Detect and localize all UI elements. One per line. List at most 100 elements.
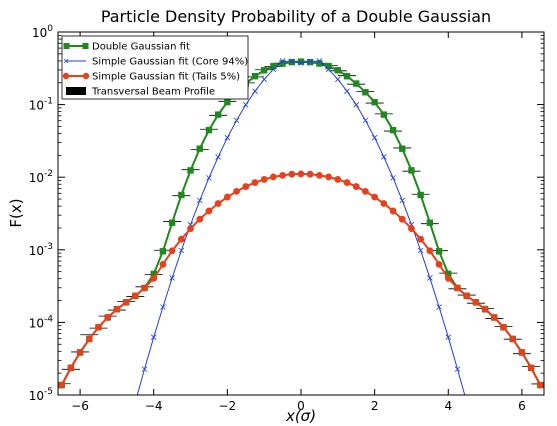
- data-point: [343, 73, 351, 80]
- data-point: [399, 197, 406, 204]
- data-point: [371, 193, 379, 201]
- data-point: [444, 274, 452, 282]
- data-point: [427, 275, 433, 281]
- y-tick-label: 10-1: [29, 97, 53, 113]
- data-point: [168, 247, 176, 255]
- data-point: [242, 102, 249, 108]
- data-point: [371, 98, 378, 106]
- x-tick-label: −4: [145, 399, 163, 413]
- data-point: [362, 117, 369, 124]
- x-axis-label: x(σ): [285, 407, 316, 425]
- legend-entry: Double Gaussian fit: [63, 42, 190, 53]
- data-point: [380, 200, 388, 207]
- data-point: [352, 183, 360, 190]
- legend-marker: [63, 58, 69, 64]
- data-point: [159, 248, 167, 255]
- x-tick-label: 4: [444, 399, 452, 413]
- data-point: [362, 187, 369, 195]
- data-point: [187, 225, 194, 232]
- data-point: [353, 80, 360, 87]
- data-point: [270, 62, 277, 70]
- chart-legend: Double Gaussian fit Simple Gaussian fit (…: [61, 35, 249, 100]
- legend-label: Transversal Beam Profile: [91, 87, 215, 98]
- data-point: [251, 73, 259, 80]
- x-axis-ticks: −6 −4 −2 0 2 4 6: [71, 32, 526, 413]
- data-point: [141, 284, 148, 292]
- data-point: [398, 215, 406, 223]
- data-point: [215, 154, 221, 160]
- x-tick-label: 6: [518, 399, 526, 413]
- data-point: [297, 170, 305, 178]
- data-point: [141, 366, 148, 372]
- data-point: [454, 366, 461, 372]
- data-point: [205, 126, 213, 134]
- data-point: [325, 66, 332, 73]
- legend-label: Simple Gaussian fit (Tails 5%): [92, 72, 240, 83]
- data-point: [316, 171, 323, 179]
- data-point: [399, 145, 406, 152]
- data-point: [76, 349, 84, 356]
- data-point: [150, 270, 157, 278]
- data-point: [150, 274, 158, 282]
- data-point: [233, 117, 240, 124]
- data-point: [150, 334, 157, 340]
- data-point: [279, 171, 286, 179]
- y-axis-ticks: 100 10-1 10-2 10-3 10-4 10-5: [29, 24, 544, 403]
- data-point: [325, 62, 332, 70]
- data-point: [389, 126, 397, 134]
- data-point: [298, 60, 304, 66]
- data-point: [353, 102, 360, 108]
- data-point: [334, 176, 342, 183]
- data-point: [160, 304, 166, 310]
- data-point: [316, 58, 323, 64]
- data-point: [196, 145, 203, 152]
- legend-entry: Simple Gaussian fit (Tails 5%): [62, 72, 240, 83]
- data-point: [251, 179, 259, 186]
- legend-marker: [82, 72, 90, 80]
- x-tick-label: −2: [219, 399, 237, 413]
- data-point: [196, 197, 203, 204]
- y-tick-label: 100: [32, 24, 53, 40]
- data-point: [381, 154, 387, 160]
- data-point: [279, 58, 286, 64]
- data-point: [490, 314, 498, 321]
- data-point: [500, 323, 507, 331]
- data-point: [279, 60, 286, 67]
- data-point: [297, 58, 305, 65]
- y-axis-label: F(x): [7, 198, 25, 227]
- data-point: [85, 335, 93, 343]
- data-point: [113, 305, 121, 313]
- data-point: [187, 167, 194, 174]
- data-point: [169, 275, 175, 281]
- data-point: [417, 247, 424, 254]
- legend-marker: [63, 43, 70, 49]
- data-point: [159, 260, 167, 268]
- data-point: [343, 179, 351, 186]
- legend-entry: Transversal Beam Profile: [66, 87, 215, 98]
- data-point: [214, 111, 222, 118]
- plot-series: [58, 58, 544, 404]
- data-point: [325, 173, 333, 181]
- data-point: [316, 60, 323, 67]
- y-tick-label: 10-3: [29, 242, 53, 258]
- data-point: [389, 207, 397, 215]
- data-point: [408, 167, 415, 174]
- data-point: [464, 399, 469, 404]
- data-point: [260, 67, 268, 74]
- data-point: [472, 298, 480, 306]
- plot-border: [57, 31, 545, 396]
- x-tick-label: −6: [71, 399, 89, 413]
- data-point: [261, 76, 267, 83]
- series-circle: [58, 170, 544, 389]
- data-point: [67, 364, 75, 372]
- series-x: [136, 58, 469, 404]
- y-tick-label: 10-2: [29, 169, 53, 185]
- data-point: [417, 191, 424, 199]
- data-point: [131, 292, 139, 300]
- data-point: [380, 111, 388, 118]
- data-point: [408, 225, 415, 232]
- legend-marker: [82, 43, 89, 49]
- data-point: [178, 191, 185, 199]
- data-point: [104, 314, 112, 321]
